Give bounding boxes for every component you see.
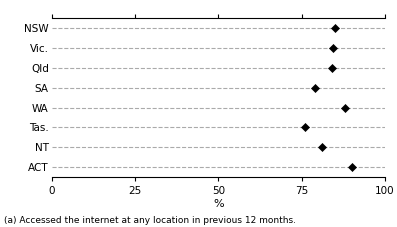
X-axis label: %: %: [213, 199, 224, 209]
Text: (a) Accessed the internet at any location in previous 12 months.: (a) Accessed the internet at any locatio…: [4, 216, 296, 225]
